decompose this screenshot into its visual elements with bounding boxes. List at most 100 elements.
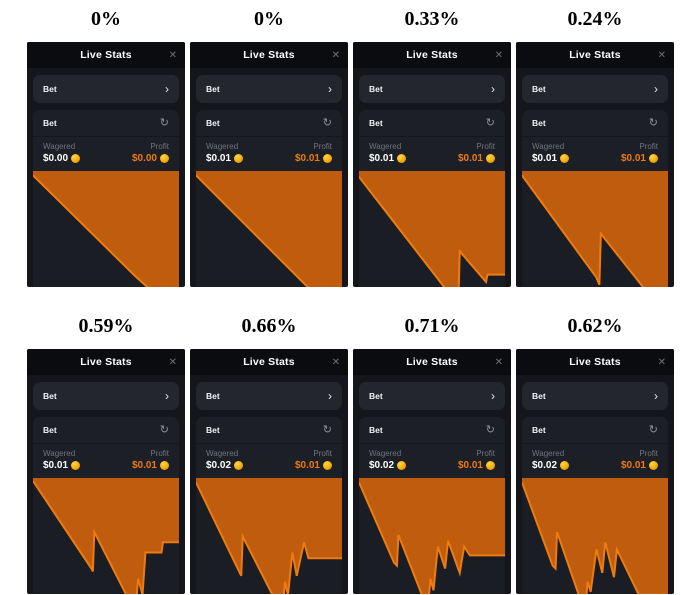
bet-selector-row[interactable]: Bet › xyxy=(522,382,668,410)
wagered-stat: Wagered $0.02 xyxy=(206,449,244,471)
stats-row: Wagered $0.01 Profit $0.01 xyxy=(522,137,668,171)
profit-stat: Profit $0.01 xyxy=(458,142,495,164)
panel-row-1: Live Stats ✕ Bet › Bet ↻ Wagered $0.00 xyxy=(27,42,681,287)
live-stats-panel: Live Stats ✕ Bet › Bet ↻ Wagered $0.01 xyxy=(516,42,674,287)
wagered-value: $0.01 xyxy=(206,153,232,164)
bet-stats-header-row: Bet ↻ xyxy=(196,110,342,137)
panel-body: Bet › Bet ↻ Wagered $0.01 xyxy=(190,68,348,287)
bet-stats-header-row: Bet ↻ xyxy=(33,110,179,137)
profit-label: Profit xyxy=(476,142,495,151)
chart-line xyxy=(33,175,179,287)
bet-stats-label: Bet xyxy=(369,425,383,435)
wagered-label: Wagered xyxy=(43,449,76,458)
panel-body: Bet › Bet ↻ Wagered $0.01 xyxy=(516,68,674,287)
reset-icon[interactable]: ↻ xyxy=(485,116,495,129)
profit-area-chart xyxy=(33,171,179,287)
coin-icon xyxy=(160,154,169,163)
bet-stats-header-row: Bet ↻ xyxy=(359,110,505,137)
profit-label: Profit xyxy=(476,449,495,458)
profit-value-wrap: $0.01 xyxy=(458,153,495,164)
bet-selector-label: Bet xyxy=(532,84,546,94)
chart-line xyxy=(196,175,342,287)
bet-stats-label: Bet xyxy=(532,425,546,435)
coin-icon xyxy=(160,461,169,470)
bet-selector-row[interactable]: Bet › xyxy=(196,75,342,103)
profit-chart-svg xyxy=(522,478,668,594)
reset-icon[interactable]: ↻ xyxy=(159,423,169,436)
panel-body: Bet › Bet ↻ Wagered $0.01 xyxy=(353,68,511,287)
bet-selector-row[interactable]: Bet › xyxy=(522,75,668,103)
bet-stats-section: Bet ↻ Wagered $0.02 Profit $0.01 xyxy=(196,417,342,594)
chevron-right-icon: › xyxy=(491,389,495,403)
profit-area-chart xyxy=(522,171,668,287)
bet-stats-header-row: Bet ↻ xyxy=(359,417,505,444)
profit-label: Profit xyxy=(150,449,169,458)
profit-value-wrap: $0.01 xyxy=(295,460,332,471)
bet-selector-row[interactable]: Bet › xyxy=(33,75,179,103)
bet-selector-row[interactable]: Bet › xyxy=(196,382,342,410)
stats-row: Wagered $0.00 Profit $0.00 xyxy=(33,137,179,171)
chart-line xyxy=(522,175,668,287)
profit-value-wrap: $0.00 xyxy=(132,153,169,164)
reset-icon[interactable]: ↻ xyxy=(648,423,658,436)
wagered-value-wrap: $0.01 xyxy=(206,153,244,164)
bet-selector-row[interactable]: Bet › xyxy=(359,75,505,103)
panel-body: Bet › Bet ↻ Wagered $0.02 xyxy=(353,375,511,594)
percent-label-row-2: 0.59% 0.66% 0.71% 0.62% xyxy=(27,311,681,341)
live-stats-panel: Live Stats ✕ Bet › Bet ↻ Wagered $0.00 xyxy=(27,42,185,287)
chart-area-fill xyxy=(522,478,668,594)
panel-title: Live Stats xyxy=(243,49,295,61)
percent-label: 0.59% xyxy=(78,315,134,337)
coin-icon xyxy=(323,461,332,470)
bet-stats-header-row: Bet ↻ xyxy=(196,417,342,444)
panel-body: Bet › Bet ↻ Wagered $0.02 xyxy=(516,375,674,594)
bet-stats-label: Bet xyxy=(206,425,220,435)
profit-value-wrap: $0.01 xyxy=(295,153,332,164)
wagered-stat: Wagered $0.01 xyxy=(369,142,407,164)
close-icon[interactable]: ✕ xyxy=(494,49,503,61)
profit-chart-svg xyxy=(33,478,179,594)
percent-label: 0% xyxy=(254,8,284,30)
profit-chart-svg xyxy=(522,171,668,287)
chart-area-fill xyxy=(33,478,179,594)
profit-value: $0.01 xyxy=(294,460,320,471)
reset-icon[interactable]: ↻ xyxy=(322,423,332,436)
wagered-label: Wagered xyxy=(206,142,239,151)
reset-icon[interactable]: ↻ xyxy=(322,116,332,129)
close-icon[interactable]: ✕ xyxy=(657,49,666,61)
bet-stats-header-row: Bet ↻ xyxy=(33,417,179,444)
reset-icon[interactable]: ↻ xyxy=(159,116,169,129)
profit-label: Profit xyxy=(639,142,658,151)
profit-value: $0.01 xyxy=(620,153,646,164)
wagered-value: $0.02 xyxy=(532,460,558,471)
stats-row: Wagered $0.02 Profit $0.01 xyxy=(359,444,505,478)
panel-header: Live Stats ✕ xyxy=(190,42,348,68)
close-icon[interactable]: ✕ xyxy=(331,49,340,61)
wagered-stat: Wagered $0.01 xyxy=(532,142,570,164)
close-icon[interactable]: ✕ xyxy=(657,356,666,368)
live-stats-panel: Live Stats ✕ Bet › Bet ↻ Wagered $0.02 xyxy=(353,349,511,594)
profit-stat: Profit $0.00 xyxy=(132,142,169,164)
profit-area-chart xyxy=(196,478,342,594)
profit-area-chart xyxy=(196,171,342,287)
bet-stats-label: Bet xyxy=(369,118,383,128)
profit-label: Profit xyxy=(313,142,332,151)
wagered-label: Wagered xyxy=(532,142,565,151)
wagered-value: $0.00 xyxy=(43,153,69,164)
bet-stats-label: Bet xyxy=(43,425,57,435)
wagered-stat: Wagered $0.02 xyxy=(369,449,407,471)
reset-icon[interactable]: ↻ xyxy=(485,423,495,436)
close-icon[interactable]: ✕ xyxy=(168,356,177,368)
bet-selector-row[interactable]: Bet › xyxy=(33,382,179,410)
coin-icon xyxy=(649,461,658,470)
close-icon[interactable]: ✕ xyxy=(331,356,340,368)
close-icon[interactable]: ✕ xyxy=(168,49,177,61)
panel-body: Bet › Bet ↻ Wagered $0.00 xyxy=(27,68,185,287)
live-stats-panel: Live Stats ✕ Bet › Bet ↻ Wagered $0.01 xyxy=(27,349,185,594)
panel-title: Live Stats xyxy=(569,356,621,368)
reset-icon[interactable]: ↻ xyxy=(648,116,658,129)
close-icon[interactable]: ✕ xyxy=(494,356,503,368)
wagered-value: $0.01 xyxy=(532,153,558,164)
bet-selector-row[interactable]: Bet › xyxy=(359,382,505,410)
